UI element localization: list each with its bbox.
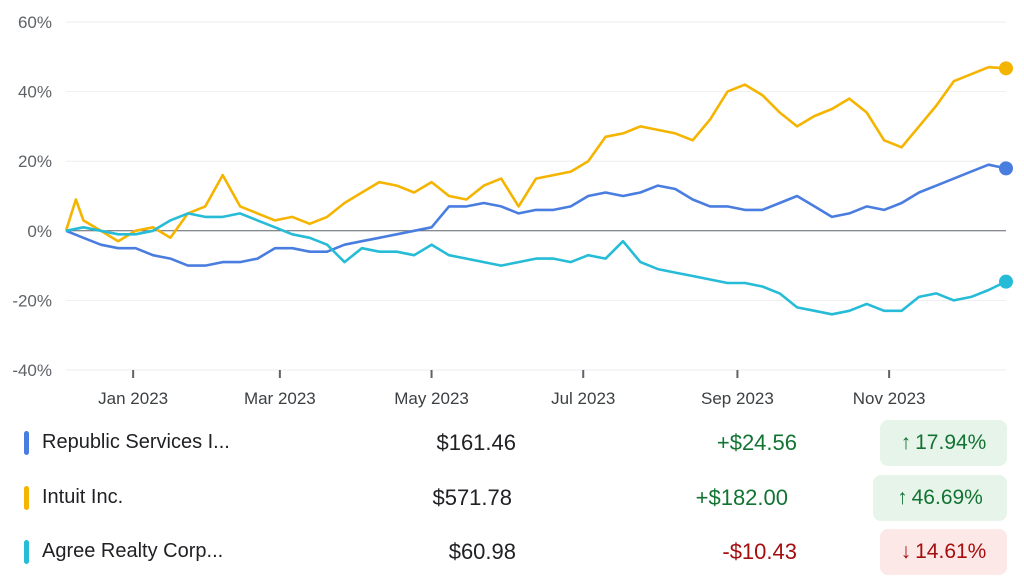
percent-change-badge: ↑ 46.69% (873, 475, 1007, 521)
y-tick-label: 20% (18, 152, 52, 171)
arrow-up-icon: ↑ (900, 431, 912, 454)
stock-name: Republic Services I... (42, 431, 230, 453)
comparison-line-chart: 60% 40% 20% 0% -20% -40% Jan 2023 Mar 2023 May … (12, 13, 1013, 408)
x-tick-label: Mar 2023 (244, 389, 316, 408)
series (64, 61, 1013, 316)
series-color-swatch (24, 540, 29, 564)
legend-row-republic-services[interactable]: Republic Services I... $161.46 +$24.56 ↑… (0, 418, 1024, 468)
percent-change-value: 46.69% (911, 486, 983, 509)
series-line (65, 163, 1007, 267)
y-tick-label: -20% (12, 291, 52, 310)
x-tick-label: Jan 2023 (98, 389, 168, 408)
stock-price: $161.46 (436, 430, 516, 455)
series-line (64, 65, 1007, 243)
x-tick-label: Sep 2023 (701, 389, 774, 408)
y-tick-label: 40% (18, 83, 52, 102)
y-axis: 60% 40% 20% 0% -20% -40% (12, 13, 52, 380)
x-tick-label: May 2023 (394, 389, 469, 408)
grid (66, 21, 1006, 371)
legend-row-intuit[interactable]: Intuit Inc. $571.78 +$182.00 ↑ 46.69% (0, 473, 1024, 523)
y-tick-label: 0% (27, 222, 52, 241)
series-color-swatch (24, 431, 29, 455)
percent-change-value: 14.61% (915, 540, 987, 563)
series-line (65, 212, 1007, 316)
stock-name: Intuit Inc. (42, 486, 124, 508)
price-change: +$182.00 (695, 485, 788, 510)
series-endpoint-marker (999, 161, 1013, 176)
series-endpoint-marker (999, 274, 1013, 289)
x-tick-label: Nov 2023 (853, 389, 926, 408)
stock-price: $60.98 (448, 539, 516, 564)
legend-row-agree-realty[interactable]: Agree Realty Corp... $60.98 -$10.43 ↓ 14… (0, 527, 1024, 577)
price-change: -$10.43 (722, 539, 797, 564)
series-endpoint-marker (999, 61, 1013, 76)
stock-name: Agree Realty Corp... (42, 540, 224, 562)
series-color-swatch (24, 486, 29, 510)
percent-change-badge: ↓ 14.61% (880, 529, 1007, 575)
x-axis: Jan 2023 Mar 2023 May 2023 Jul 2023 Sep 2023… (98, 370, 926, 408)
stock-price: $571.78 (432, 485, 512, 510)
price-change: +$24.56 (716, 430, 797, 455)
arrow-up-icon: ↑ (897, 486, 908, 509)
arrow-down-icon: ↓ (900, 540, 912, 563)
x-tick-label: Jul 2023 (551, 389, 615, 408)
y-tick-label: -40% (12, 361, 52, 380)
percent-change-badge: ↑ 17.94% (880, 420, 1007, 466)
y-tick-label: 60% (18, 13, 52, 32)
percent-change-value: 17.94% (915, 431, 987, 454)
